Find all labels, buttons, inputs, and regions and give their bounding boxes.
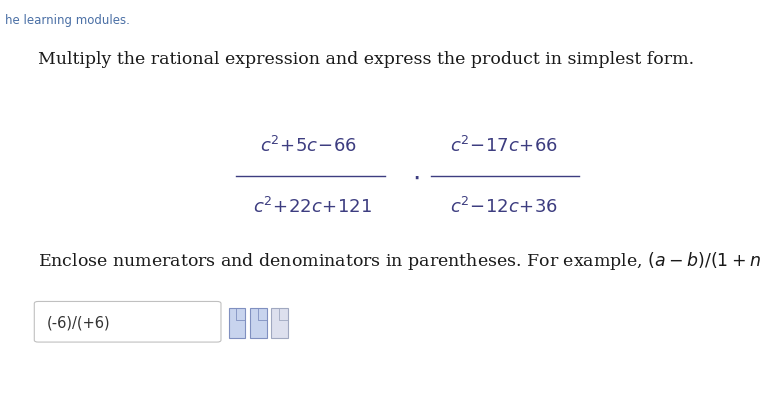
Text: $c^2\!+\!22c\!+\!121$: $c^2\!+\!22c\!+\!121$ <box>253 196 372 217</box>
Text: $\cdot$: $\cdot$ <box>411 166 419 191</box>
Text: he learning modules.: he learning modules. <box>5 14 130 27</box>
Text: Enclose numerators and denominators in parentheses. For example, $(a - b)/(1 + n: Enclose numerators and denominators in p… <box>38 249 762 271</box>
Text: $c^2\!-\!17c\!+\!66$: $c^2\!-\!17c\!+\!66$ <box>450 136 559 156</box>
Text: $c^2\!+\!5c\!-\!66$: $c^2\!+\!5c\!-\!66$ <box>260 136 357 156</box>
Text: $c^2\!-\!12c\!+\!36$: $c^2\!-\!12c\!+\!36$ <box>450 196 559 217</box>
Text: Multiply the rational expression and express the product in simplest form.: Multiply the rational expression and exp… <box>38 51 694 68</box>
Text: (-6)/(+6): (-6)/(+6) <box>47 315 110 329</box>
